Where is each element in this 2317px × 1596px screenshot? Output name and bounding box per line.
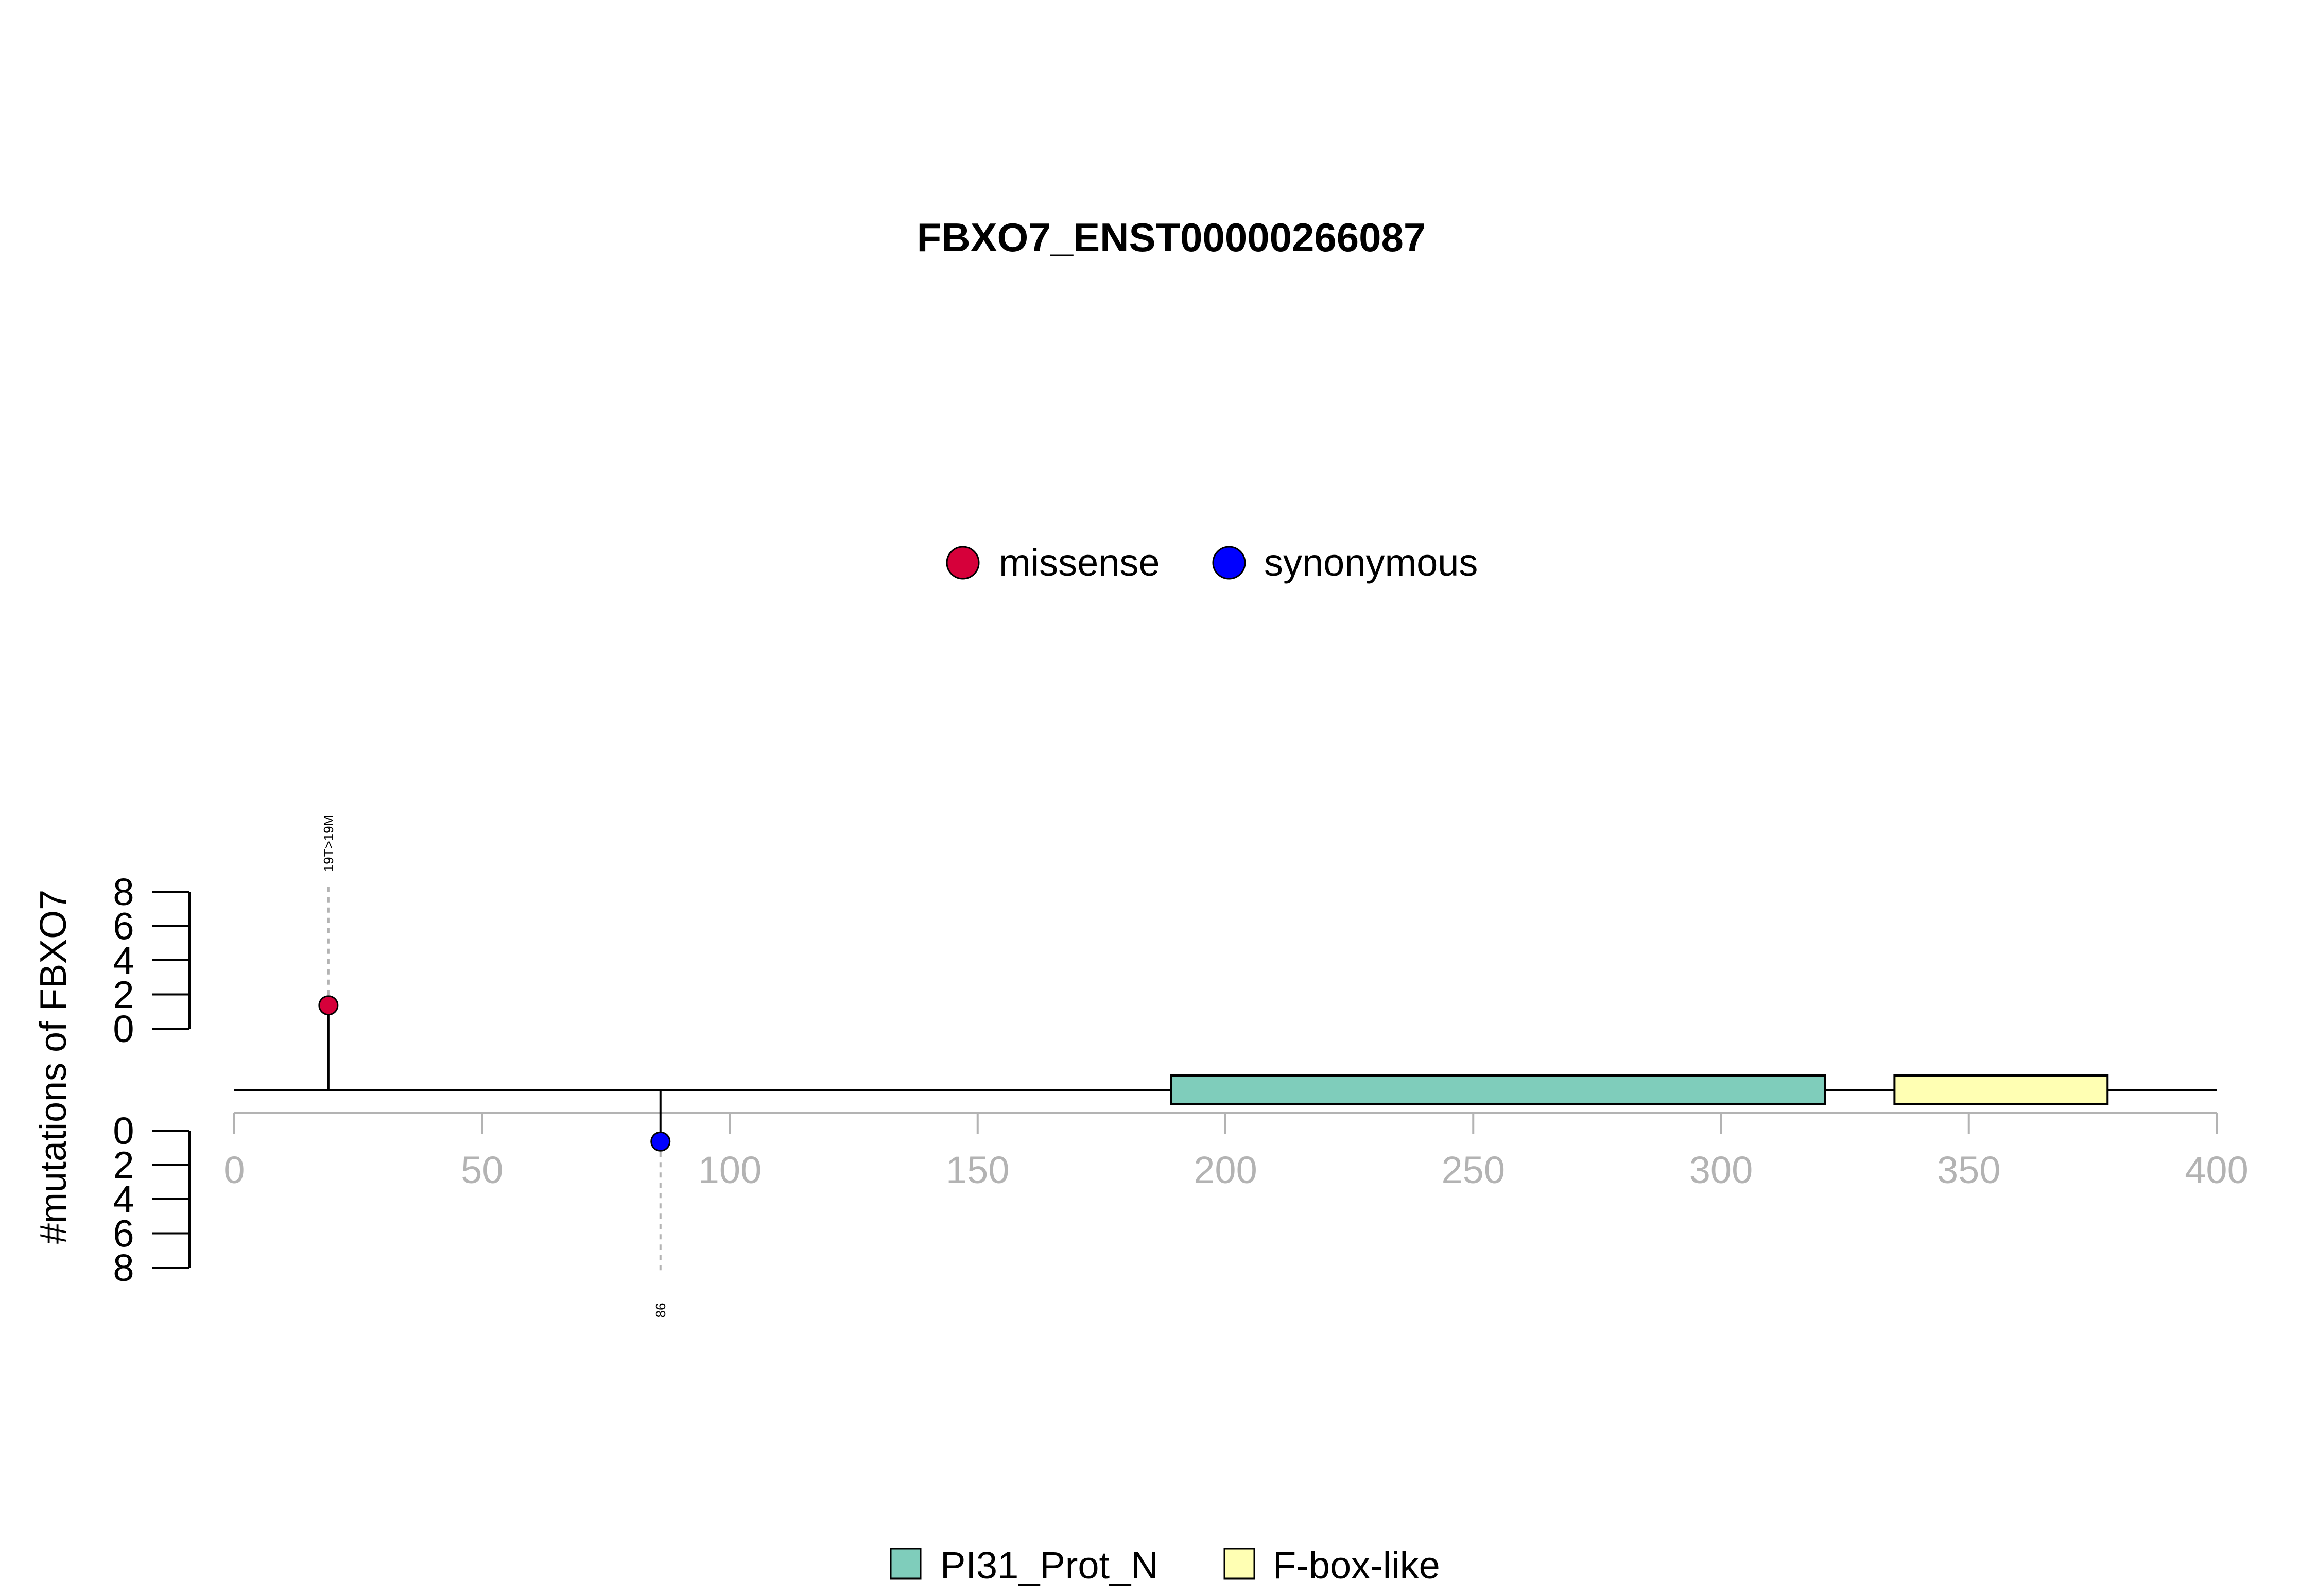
y-tick-label: 8 (113, 871, 134, 913)
x-tick-label: 50 (461, 1149, 503, 1191)
legend-missense-marker (946, 546, 980, 580)
mutation-label-86: 86 (653, 1303, 668, 1318)
x-tick-label: 350 (1937, 1149, 2000, 1191)
mutation-label-19: 19T>19M (321, 815, 336, 872)
y-tick-label: 4 (113, 939, 134, 982)
y-tick-label: 4 (113, 1178, 134, 1221)
legend-f-box-like-label: F-box-like (1273, 1544, 1440, 1587)
legend-synonymous-marker (1212, 546, 1246, 580)
y-tick-label: 0 (113, 1008, 134, 1050)
x-tick-label: 400 (2185, 1149, 2248, 1191)
y-tick-label: 6 (113, 905, 134, 948)
legend-pi31-prot-n-swatch (890, 1548, 922, 1580)
legend-synonymous-label: synonymous (1264, 541, 1478, 584)
mutation-legend: missense synonymous (946, 541, 1478, 584)
x-tick-label: 300 (1689, 1149, 1753, 1191)
legend-missense-label: missense (999, 541, 1160, 584)
legend-pi31-prot-n-label: PI31_Prot_N (940, 1544, 1158, 1587)
x-axis: 0 50 100 150 200 250 300 350 400 (223, 1112, 2249, 1191)
y-tick-label: 2 (113, 974, 134, 1016)
mutation-point-19 (318, 995, 339, 1016)
x-tick-label: 250 (1442, 1149, 1505, 1191)
legend-f-box-like-swatch (1223, 1548, 1255, 1580)
y-tick-label: 0 (113, 1109, 134, 1152)
domain-f-box-like (1893, 1074, 2109, 1105)
domain-legend: PI31_Prot_N F-box-like (890, 1544, 1440, 1587)
mutation-lollipops: 19T>19M 86 (318, 815, 671, 1318)
mutation-point-86 (650, 1131, 671, 1152)
y-axis-label: #mutations of FBXO7 (33, 890, 74, 1244)
y-tick-label: 2 (113, 1144, 134, 1187)
x-tick-label: 0 (223, 1149, 245, 1191)
y-tick-label: 6 (113, 1212, 134, 1255)
y-tick-label: 8 (113, 1246, 134, 1289)
protein-domains (1170, 1074, 2109, 1105)
x-tick-label: 100 (698, 1149, 762, 1191)
x-tick-label: 150 (946, 1149, 1009, 1191)
domain-pi31-prot-n (1170, 1074, 1826, 1105)
chart-title: FBXO7_ENST00000266087 (917, 215, 1426, 260)
x-tick-label: 200 (1194, 1149, 1257, 1191)
